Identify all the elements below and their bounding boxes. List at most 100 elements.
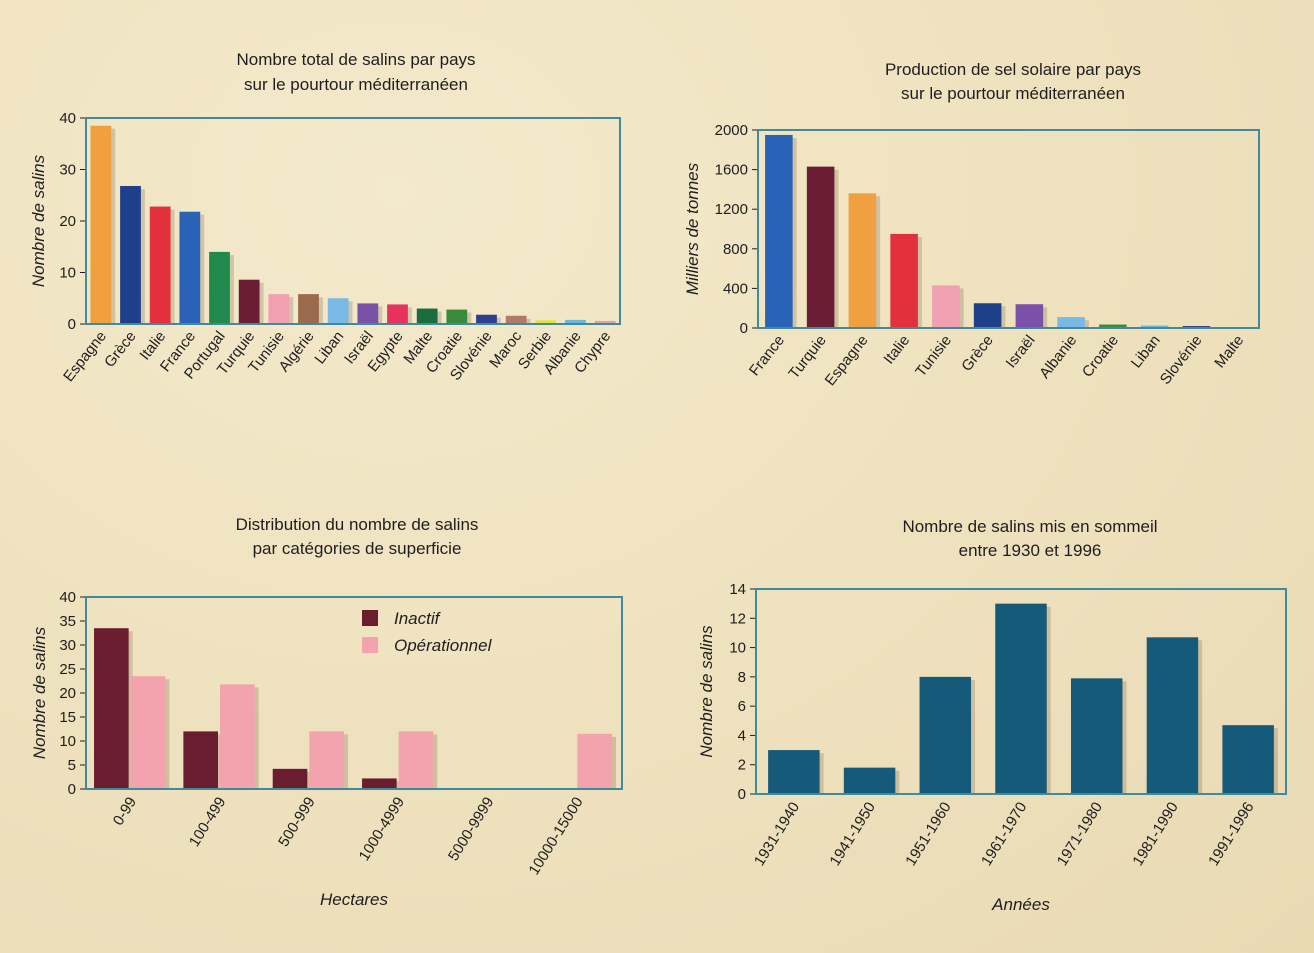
y-tick-label: 25 [59,661,76,678]
x-category-label: Tunisie [912,332,955,380]
y-tick-label: 14 [729,581,746,598]
bar [1099,324,1127,328]
bar [120,185,141,324]
plot-frame [85,596,623,790]
x-category-label: Grèce [101,328,140,371]
bar [416,308,438,324]
x-category-label: Albanie [1036,332,1080,382]
y-tick-label: 35 [59,613,76,630]
bar-opérationnel [130,676,166,789]
legend-label: Inactif [394,609,442,628]
legend-label: Opérationnel [394,636,493,655]
bar [890,233,918,328]
x-category-label: 1951-1960 [902,799,954,869]
x-category-label: 1941-1950 [827,799,879,869]
legend-swatch [362,610,378,626]
bar [209,251,230,324]
bar [765,134,793,328]
x-category-label: 1981-1990 [1129,799,1181,869]
chart-title: par catégories de superficie [253,539,462,558]
x-category-label: 500-999 [275,794,319,850]
bar-inactif [362,778,397,789]
bar-opérationnel [577,733,612,789]
bar-opérationnel [309,731,344,789]
bar [387,304,408,324]
bar [1222,725,1274,794]
y-tick-label: 2000 [715,122,748,139]
bar [594,320,616,324]
plot-frame [755,588,1287,795]
bar [565,319,586,324]
y-tick-label: 6 [738,698,746,715]
y-tick-label: 2 [738,757,746,774]
bar [268,294,290,324]
x-category-label: 1991-1996 [1205,799,1257,869]
chart-title: Production de sel solaire par pays [885,60,1141,79]
x-category-label: Liban [1128,332,1164,371]
bar [357,303,379,324]
x-category-label: Grèce [958,332,997,375]
chart-title: Distribution du nombre de salins [236,515,479,534]
chart-distribution-superficie: Distribution du nombre de salins par caté… [30,515,623,909]
bar-opérationnel [220,684,255,789]
y-tick-label: 20 [59,213,76,230]
y-tick-label: 10 [59,265,76,282]
x-category-label: 100-499 [186,794,230,850]
y-tick-label: 30 [59,637,76,654]
x-category-label: 1971-1980 [1054,799,1106,869]
legend-swatch [362,637,378,653]
bar [179,211,201,324]
x-axis-label: Hectares [320,890,389,909]
chart-title: sur le pourtour méditerranéen [901,84,1125,103]
y-tick-label: 8 [738,669,746,686]
bar [848,193,877,328]
x-category-label: Italie [880,332,913,367]
y-tick-label: 15 [59,709,76,726]
x-category-label: 10000-15000 [525,794,586,878]
y-tick-label: 10 [59,733,76,750]
y-tick-label: 40 [59,589,76,606]
y-tick-label: 12 [729,610,746,627]
bar [505,315,527,324]
y-tick-label: 30 [59,162,76,179]
chart-title: sur le pourtour méditerranéen [244,75,468,94]
chart-salins-en-sommeil: Nombre de salins mis en sommeil entre 193… [697,517,1287,914]
bar [446,309,468,324]
x-category-label: Slovénie [1157,332,1206,388]
x-category-label: Croatie [1079,332,1122,381]
bar [238,279,260,324]
x-category-label: 0-99 [110,794,140,828]
bar [149,206,171,324]
y-tick-label: 40 [59,110,76,127]
y-tick-label: 400 [723,280,748,297]
bar [768,750,820,794]
y-tick-label: 1600 [715,162,748,179]
bar [90,125,112,324]
bar [327,298,349,324]
chart-title: Nombre total de salins par pays [236,50,475,69]
chart-title: entre 1930 et 1996 [959,541,1102,560]
bar [1057,317,1085,328]
y-axis-label: Nombre de salins [697,625,716,758]
y-tick-label: 800 [723,241,748,258]
bar [1015,304,1044,328]
x-category-label: Liban [311,328,347,367]
y-tick-label: 0 [68,316,76,333]
bar [476,314,497,324]
x-category-label: Espagne [822,332,872,389]
chart-salins-par-pays: Nombre total de salins par pays sur le po… [29,50,621,385]
bar [973,303,1002,328]
y-tick-label: 4 [738,727,746,744]
bar [995,603,1047,794]
chart-title: Nombre de salins mis en sommeil [902,517,1157,536]
x-category-label: 1931-1940 [751,799,803,869]
chart-production-sel: Production de sel solaire par pays sur le… [683,60,1260,389]
bar [932,285,960,328]
bar-inactif [183,731,218,789]
bar [843,767,896,794]
x-category-label: Espagne [60,328,110,385]
y-tick-label: 0 [738,786,746,803]
plot-frame [757,129,1260,329]
bar-inactif [94,628,129,789]
y-tick-label: 5 [68,757,76,774]
